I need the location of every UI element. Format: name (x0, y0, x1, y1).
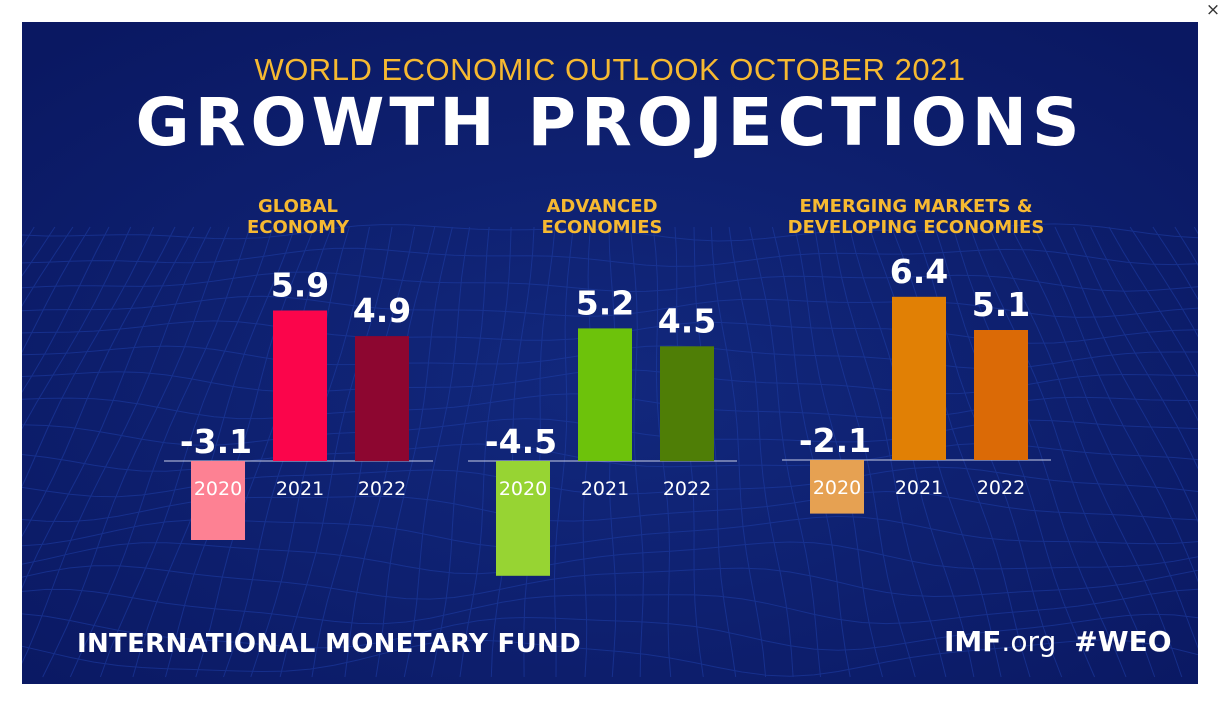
bar-2022 (355, 336, 409, 462)
data-label: 4.5 (658, 301, 716, 340)
bar-2021 (578, 328, 632, 461)
data-label: 4.9 (353, 291, 411, 330)
tick-label: 2021 (276, 478, 324, 500)
close-button[interactable]: × (1205, 0, 1221, 20)
bar-2022 (660, 346, 714, 462)
chart-3: EMERGING MARKETS &DEVELOPING ECONOMIES -2… (782, 196, 1051, 514)
tick-label: 2020 (813, 477, 861, 499)
data-label: 5.1 (972, 285, 1030, 324)
page-title: GROWTH PROJECTIONS (135, 84, 1085, 161)
chart-title-line: ECONOMIES (541, 217, 662, 238)
tick-label: 2021 (581, 478, 629, 500)
chart-title-line: ECONOMY (247, 217, 350, 238)
tick-label: 2022 (663, 478, 711, 500)
data-label: 5.9 (271, 266, 329, 305)
data-label: -2.1 (799, 421, 871, 460)
chart-title-line: GLOBAL (258, 196, 338, 217)
data-label: -3.1 (180, 422, 252, 461)
footer-links: IMF.org #WEO (944, 625, 1172, 658)
data-label: 6.4 (890, 252, 948, 291)
bar-2022 (974, 330, 1028, 460)
bar-2020 (810, 460, 864, 514)
tick-label: 2020 (194, 478, 242, 500)
tick-label: 2021 (895, 477, 943, 499)
tick-label: 2020 (499, 478, 547, 500)
organization-name: INTERNATIONAL MONETARY FUND (77, 629, 581, 659)
chart-title-line: DEVELOPING ECONOMIES (788, 217, 1045, 238)
chart-title-line: ADVANCED (546, 196, 657, 217)
growth-charts: GLOBALECONOMY-3.120205.920214.92022ADVAN… (164, 196, 1051, 576)
bar-2020 (191, 461, 245, 540)
data-label: -4.5 (485, 422, 557, 461)
chart-title-line: EMERGING MARKETS & (799, 196, 1032, 217)
site-name-bold[interactable]: IMF (944, 625, 1002, 658)
bar-2021 (273, 310, 327, 461)
site-domain[interactable]: .org (1001, 625, 1057, 658)
tick-label: 2022 (358, 478, 406, 500)
hashtag[interactable]: #WEO (1074, 625, 1172, 658)
infographic-panel: WORLD ECONOMIC OUTLOOK OCTOBER 2021 GROW… (22, 22, 1198, 684)
data-label: 5.2 (576, 283, 634, 322)
bar-2021 (892, 296, 946, 460)
report-supertitle: WORLD ECONOMIC OUTLOOK OCTOBER 2021 (254, 52, 966, 87)
bar-2020 (496, 461, 550, 576)
tick-label: 2022 (977, 477, 1025, 499)
